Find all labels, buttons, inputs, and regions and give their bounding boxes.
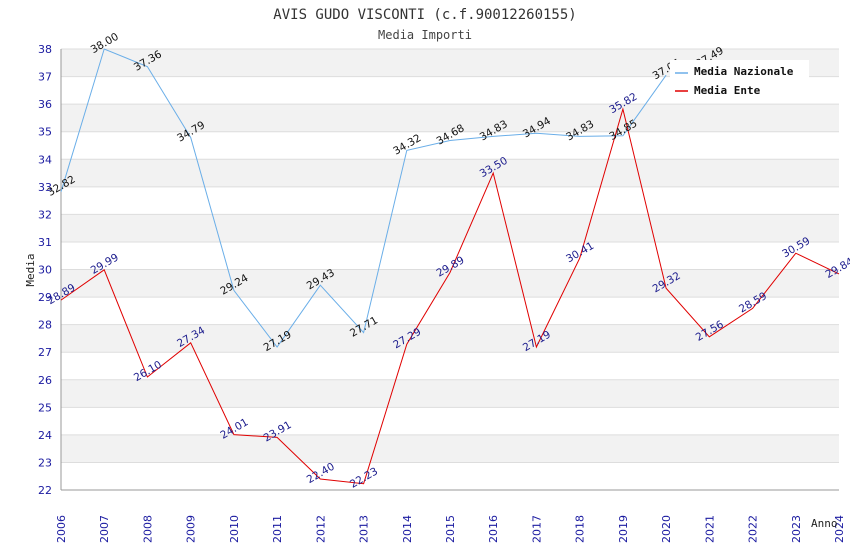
plot-band	[61, 269, 839, 298]
plot-band	[61, 324, 839, 353]
y-tick-label: 35	[38, 126, 52, 139]
y-tick-label: 32	[38, 208, 52, 221]
series-line-nazionale	[60, 48, 667, 348]
x-tick-label: 2018	[574, 515, 587, 543]
legend-label-nazionale: Media Nazionale	[694, 65, 794, 78]
plot-band	[61, 186, 839, 215]
x-tick-label: 2021	[703, 515, 716, 543]
x-tick-label: 2009	[185, 515, 198, 543]
y-tick-label: 27	[38, 346, 52, 359]
axes	[60, 49, 839, 491]
y-tick-label: 38	[38, 43, 52, 56]
chart-subtitle: Media Importi	[378, 28, 472, 42]
x-tick-label: 2019	[617, 515, 630, 543]
y-tick-label: 37	[38, 71, 52, 84]
x-tick-label: 2015	[444, 515, 457, 543]
y-tick-label: 30	[38, 264, 52, 277]
plot-band	[61, 104, 839, 132]
plot-band	[61, 159, 839, 187]
x-axis-label: Anno	[811, 517, 838, 530]
y-tick-label: 34	[38, 153, 52, 166]
x-tick-label: 2013	[358, 515, 371, 543]
x-tick-label: 2012	[314, 515, 327, 543]
x-tick-label: 2006	[55, 515, 68, 543]
x-tick-label: 2022	[747, 515, 760, 543]
plot-band	[61, 241, 839, 270]
y-tick-label: 23	[38, 456, 52, 469]
x-tick-label: 2014	[401, 515, 414, 543]
legend-label-ente: Media Ente	[694, 84, 761, 97]
y-tick-label: 29	[38, 291, 52, 304]
y-tick-label: 25	[38, 401, 52, 414]
x-tick-label: 2020	[660, 515, 673, 543]
y-axis-label: Media	[24, 253, 37, 286]
x-tick-label: 2017	[530, 515, 543, 543]
x-tick-label: 2016	[487, 515, 500, 543]
gridlines	[61, 48, 839, 491]
y-tick-label: 33	[38, 181, 52, 194]
y-tick-label: 31	[38, 236, 52, 249]
x-axis-ticks: 2006 2007 2008 2009 2010 2011 2012 2013 2014 2015…	[55, 515, 846, 543]
y-axis-ticks: 22 23 24 25 26 27 28 29 30 31 32 33 34 35 36 37 38	[38, 43, 52, 497]
x-tick-label: 2011	[271, 515, 284, 543]
plot-band	[61, 131, 839, 160]
plot-band	[61, 462, 839, 490]
legend: Media Nazionale Media Ente	[670, 60, 809, 102]
x-tick-label: 2008	[141, 515, 154, 543]
x-tick-label: 2024	[833, 515, 846, 543]
x-tick-label: 2023	[790, 515, 803, 543]
plot-band	[61, 297, 839, 325]
plot-band	[61, 407, 839, 435]
series-lines	[60, 48, 840, 485]
series-line-ente	[60, 107, 840, 485]
y-tick-label: 28	[38, 319, 52, 332]
y-tick-label: 26	[38, 374, 52, 387]
plot-background-bands	[61, 49, 839, 490]
x-tick-label: 2010	[228, 515, 241, 543]
chart-title: AVIS GUDO VISCONTI (c.f.90012260155)	[273, 7, 576, 23]
plot-band	[61, 434, 839, 463]
plot-band	[61, 214, 839, 242]
y-tick-label: 22	[38, 484, 52, 497]
plot-band	[61, 352, 839, 380]
plot-band	[61, 379, 839, 408]
legend-box	[670, 60, 809, 102]
x-tick-label: 2007	[98, 515, 111, 543]
y-tick-label: 36	[38, 98, 52, 111]
y-tick-label: 24	[38, 429, 52, 442]
